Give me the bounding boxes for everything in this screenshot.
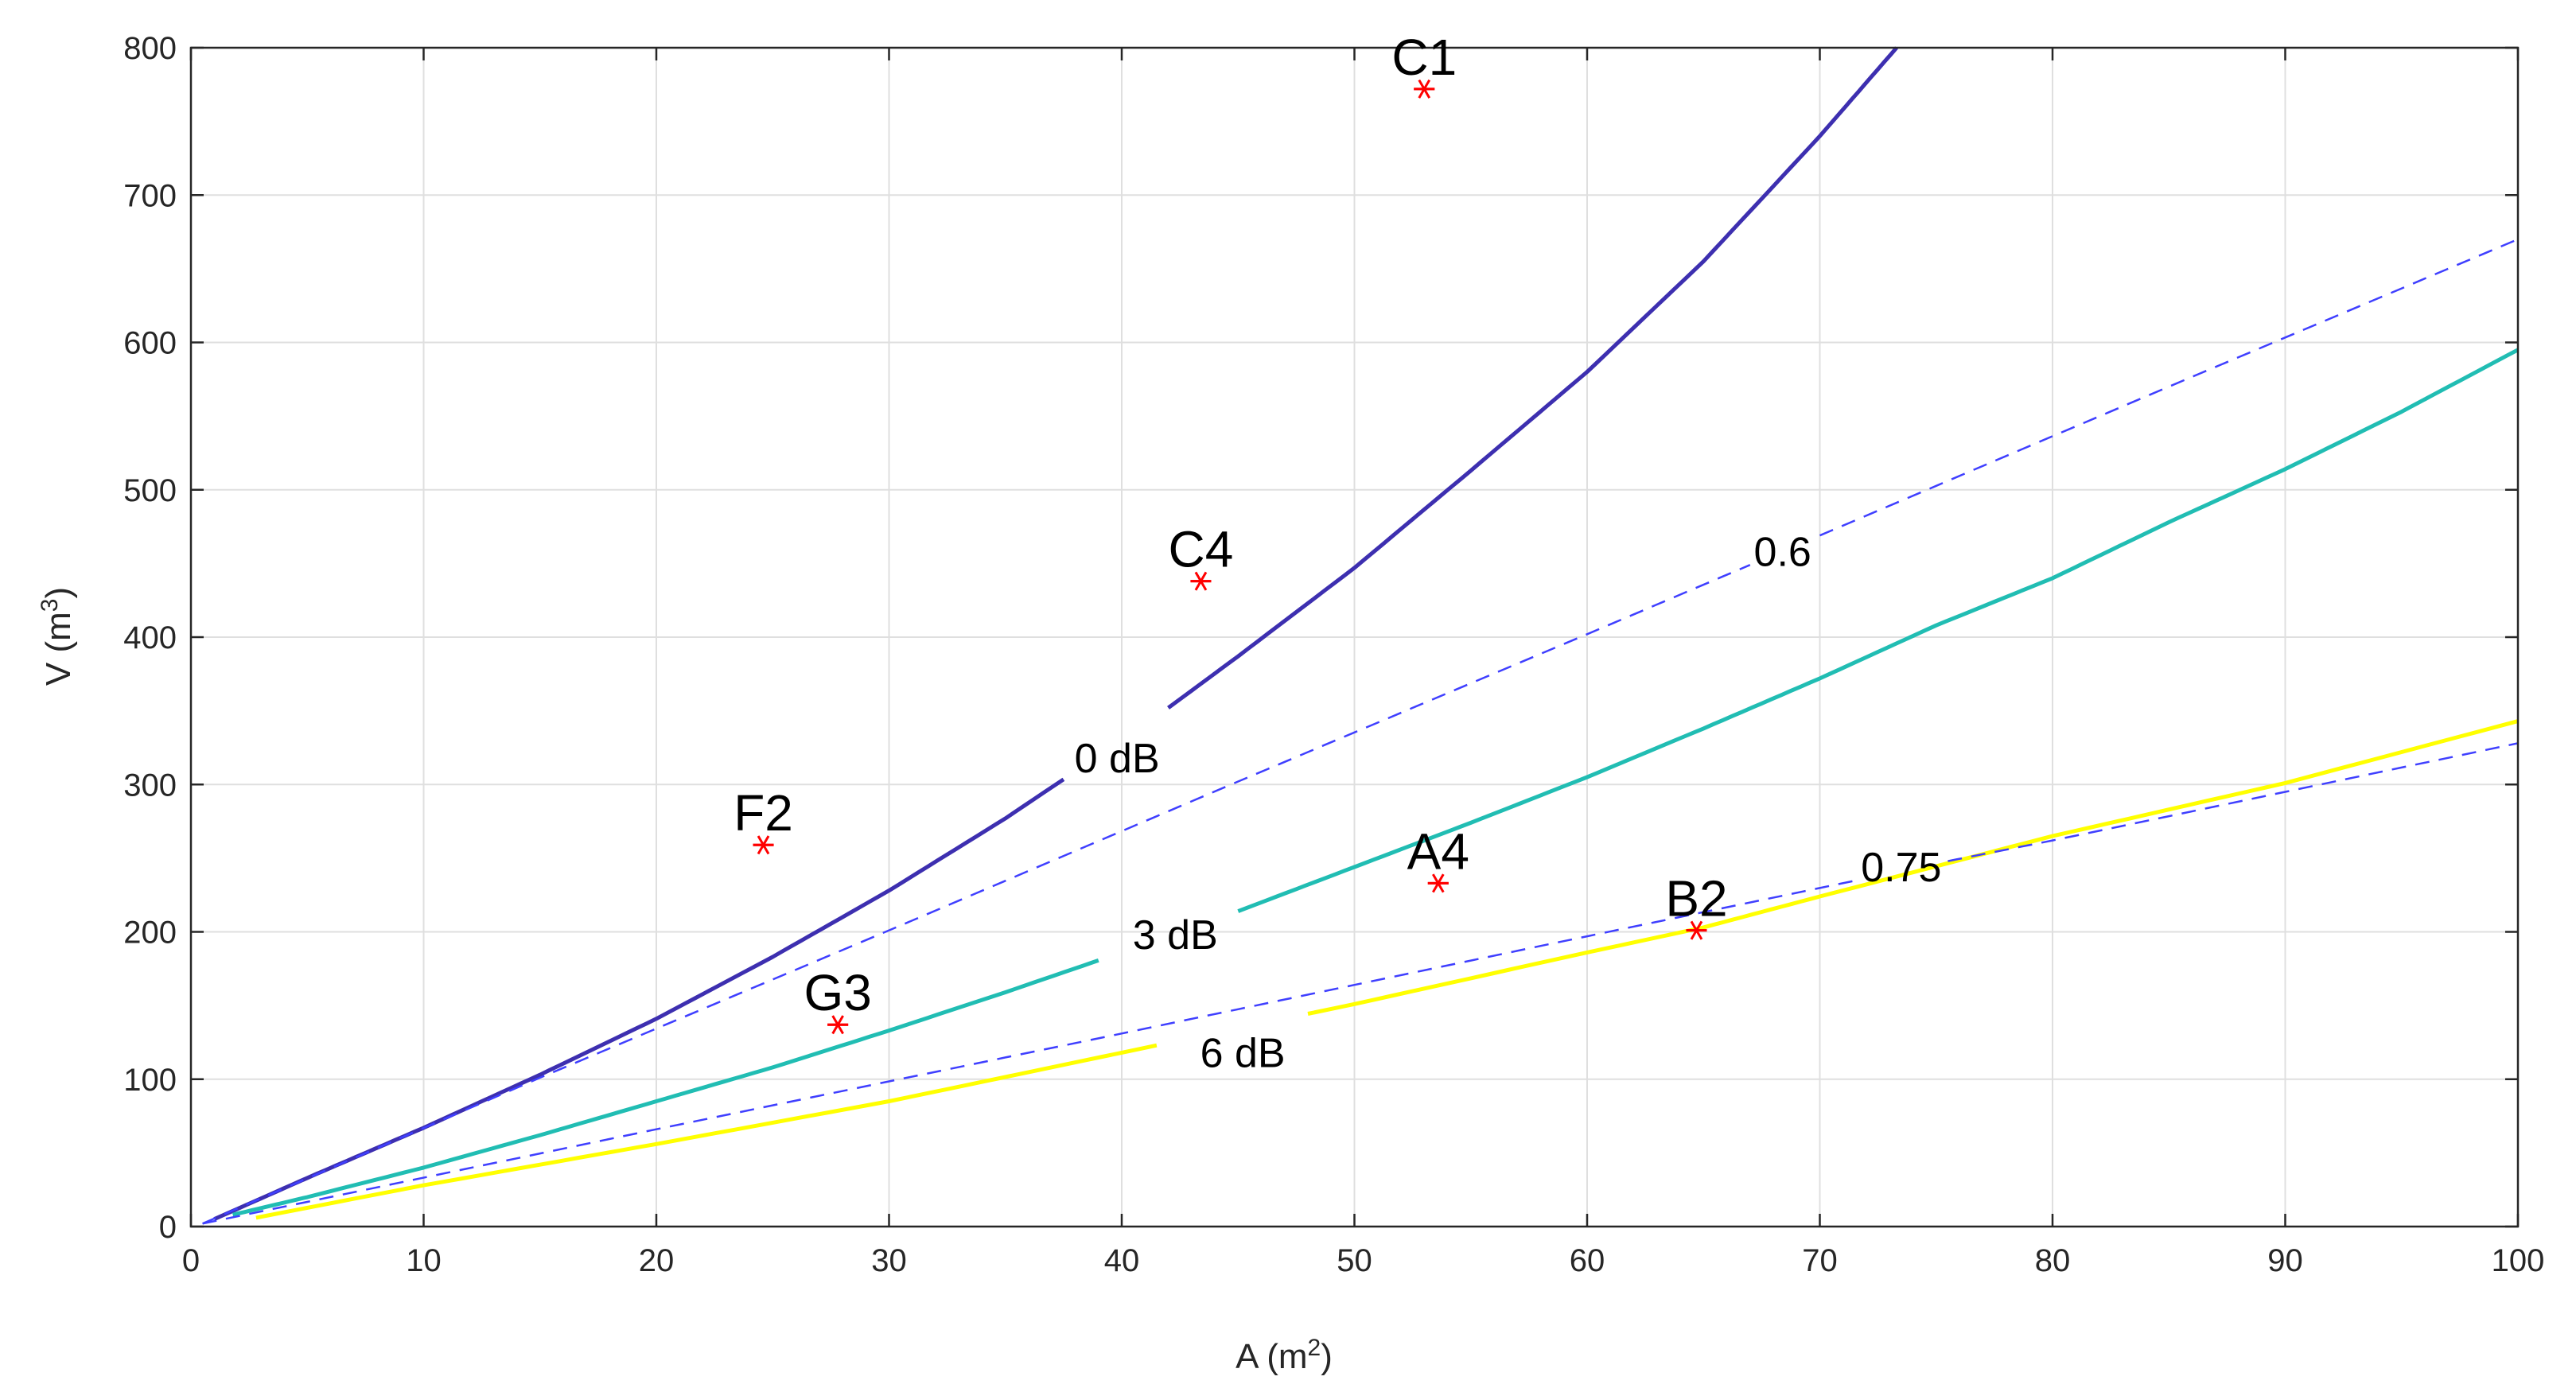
y-tick-label: 700: [123, 178, 177, 213]
data-point-c1: [1414, 79, 1435, 99]
x-tick-label: 80: [2035, 1243, 2071, 1278]
data-point-c4: [1190, 571, 1212, 591]
series-line-0.75: [1948, 742, 2519, 862]
series-line-0.75: [202, 879, 1858, 1225]
contour-label: 3 dB: [1133, 912, 1218, 958]
contour-labels: 0 dB 3 dB 6 dB 0.6 0.75: [1075, 530, 1942, 1077]
y-tick-label: 500: [123, 473, 177, 508]
contour-label: 0.6: [1754, 530, 1811, 576]
data-point-g3: [827, 1015, 849, 1035]
ticks: 0 10 20 30 40 50 60 70 80 90 100 0 100 200 300 400 500 60…: [123, 31, 2544, 1278]
y-tick-label: 400: [123, 620, 177, 655]
y-tick-label: 0: [159, 1210, 177, 1245]
contour-label: 0 dB: [1075, 736, 1160, 782]
x-tick-label: 90: [2267, 1243, 2303, 1278]
x-tick-label: 40: [1104, 1243, 1140, 1278]
y-tick-label: 100: [123, 1063, 177, 1098]
series-line-3-db: [232, 958, 1099, 1217]
data-points: C1 C4 F2 A4 B2 G3: [733, 29, 1728, 1035]
data-point-b2: [1686, 920, 1707, 940]
x-tick-label: 10: [406, 1243, 442, 1278]
y-tick-label: 300: [123, 768, 177, 803]
y-tick-label: 600: [123, 326, 177, 361]
series-line-0.6: [1819, 238, 2519, 537]
x-tick-label: 70: [1802, 1243, 1838, 1278]
series-line-6-db: [255, 1043, 1158, 1220]
data-point-a4: [1427, 873, 1449, 893]
x-tick-label: 30: [871, 1243, 907, 1278]
point-label: G3: [804, 964, 871, 1021]
x-tick-label: 60: [1570, 1243, 1605, 1278]
point-label: F2: [733, 784, 793, 842]
data-point-f2: [753, 835, 774, 855]
series-line-0.6: [202, 564, 1751, 1225]
grid: [191, 48, 2518, 1227]
series-line-6-db: [1307, 719, 2519, 1016]
point-label: B2: [1665, 870, 1727, 927]
series-lines: [202, 46, 2520, 1225]
x-tick-label: 20: [639, 1243, 675, 1278]
x-axis-title: A (m2): [1235, 1335, 1333, 1376]
point-label: A4: [1407, 822, 1469, 880]
x-tick-label: 50: [1337, 1243, 1372, 1278]
x-tick-label: 0: [182, 1243, 200, 1278]
y-axis-title: V (m3): [37, 587, 78, 686]
y-tick-label: 200: [123, 916, 177, 951]
point-label: C1: [1391, 29, 1457, 86]
series-line-0-db: [1167, 46, 1898, 710]
x-tick-label: 100: [2492, 1243, 2545, 1278]
contour-label: 0.75: [1861, 845, 1941, 891]
point-label: C4: [1169, 521, 1234, 578]
series-line-3-db: [1237, 348, 2520, 913]
contour-label: 6 dB: [1200, 1030, 1286, 1076]
y-tick-label: 800: [123, 31, 177, 66]
